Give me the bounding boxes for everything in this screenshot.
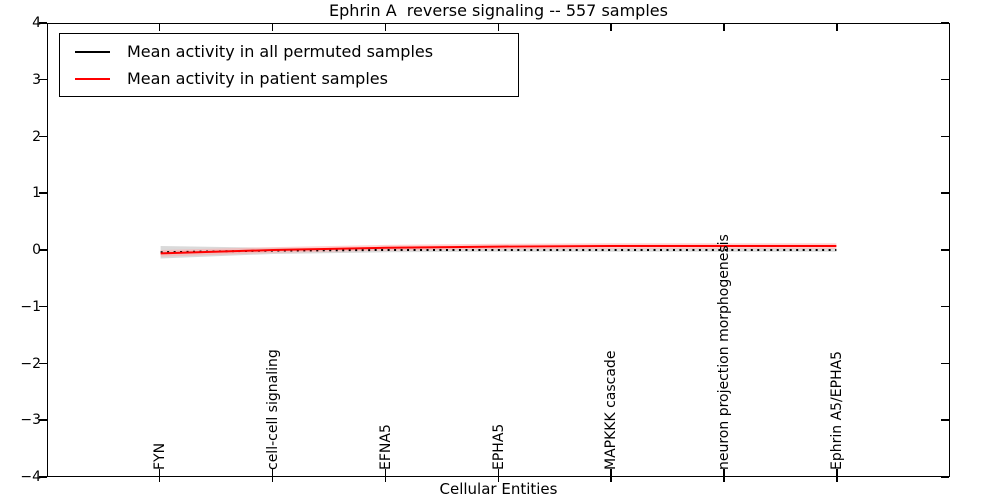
y-tick-mark: [941, 249, 949, 251]
x-tick-label: EPHA5: [490, 423, 507, 470]
y-tick-mark: [941, 22, 949, 24]
y-tick-mark: [39, 78, 47, 81]
x-tick-label: neuron projection morphogenesis: [716, 234, 733, 470]
x-tick-mark: [610, 23, 612, 31]
y-tick-label: 3: [32, 71, 41, 88]
chart-title: Ephrin A reverse signaling -- 557 sample…: [329, 1, 668, 20]
x-tick-mark: [497, 469, 500, 482]
x-tick-mark: [836, 469, 838, 482]
x-tick-label: cell-cell signaling: [264, 349, 281, 470]
x-tick-label: Ephrin A5/EPHA5: [829, 350, 846, 470]
y-tick-mark: [941, 476, 949, 478]
legend-black-line-swatch: [75, 50, 110, 53]
x-tick-mark: [723, 469, 725, 482]
x-tick-mark: [158, 23, 161, 31]
series-line-1: [160, 245, 837, 255]
y-tick-mark: [941, 419, 949, 421]
y-tick-mark: [39, 192, 47, 194]
y-tick-label: −3: [20, 412, 41, 429]
y-tick-label: 4: [32, 15, 41, 31]
y-tick-label: −2: [20, 355, 41, 372]
x-tick-mark: [384, 23, 387, 31]
y-tick-mark: [941, 135, 949, 138]
y-tick-mark: [941, 78, 949, 81]
x-tick-mark: [384, 469, 387, 482]
y-tick-mark: [39, 135, 47, 138]
y-tick-mark: [39, 419, 47, 421]
legend: Mean activity in all permuted samples Me…: [59, 33, 519, 97]
x-tick-mark: [271, 23, 274, 31]
y-tick-mark: [39, 476, 47, 478]
y-tick-label: 1: [32, 185, 41, 202]
legend-label-permuted: Mean activity in all permuted samples: [127, 42, 434, 61]
x-tick-mark: [497, 23, 500, 31]
y-tick-mark: [39, 362, 47, 365]
x-axis-label: Cellular Entities: [439, 480, 558, 498]
legend-entry-patient: Mean activity in patient samples: [60, 69, 518, 88]
legend-label-patient: Mean activity in patient samples: [127, 69, 388, 88]
y-tick-label: −1: [20, 298, 41, 315]
y-tick-label: −4: [20, 469, 41, 485]
y-tick-mark: [941, 362, 949, 365]
y-tick-mark: [39, 305, 47, 308]
y-tick-label: 2: [32, 128, 41, 145]
x-tick-label: FYN: [151, 442, 168, 470]
x-tick-mark: [610, 469, 612, 482]
chart-canvas: [160, 243, 837, 259]
y-tick-mark: [941, 192, 949, 194]
y-tick-mark: [39, 249, 47, 251]
legend-red-line-swatch: [75, 77, 110, 80]
x-tick-mark: [836, 23, 838, 31]
y-tick-label: 0: [32, 242, 41, 258]
plot-area: [47, 23, 950, 477]
legend-entry-permuted: Mean activity in all permuted samples: [60, 42, 518, 61]
series-line-0: [160, 249, 837, 254]
x-tick-label: MAPKKK cascade: [603, 350, 620, 470]
x-tick-mark: [723, 23, 725, 31]
x-tick-mark: [271, 469, 274, 482]
y-tick-mark: [39, 22, 47, 24]
y-tick-mark: [941, 305, 949, 308]
x-tick-label: EFNA5: [377, 424, 394, 470]
x-tick-mark: [158, 469, 161, 482]
